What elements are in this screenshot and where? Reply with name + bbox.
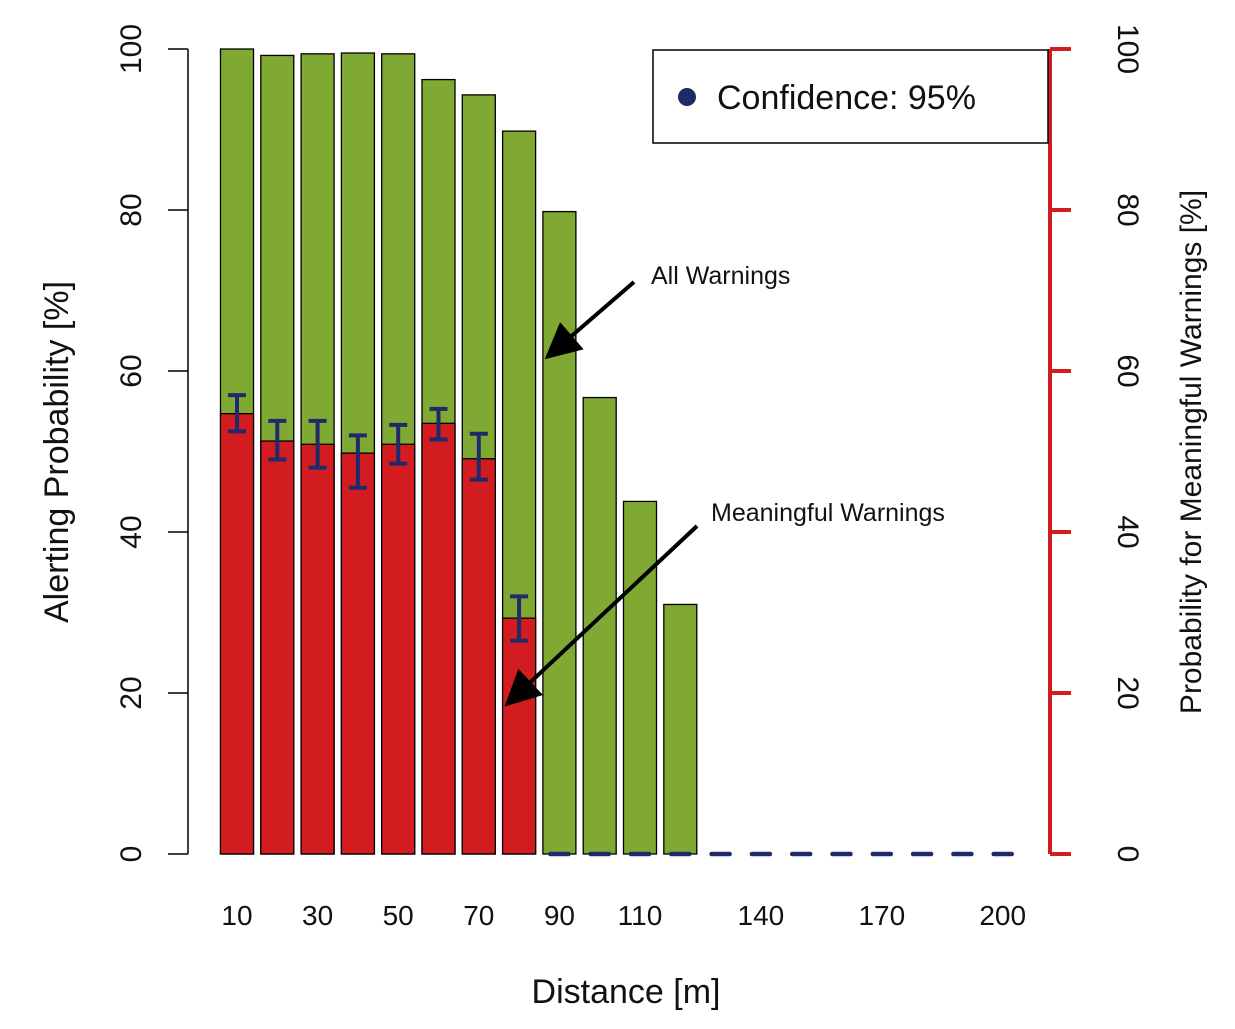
bar-meaningful-warnings-30	[300, 443, 335, 855]
bar-all-warnings-120	[663, 603, 698, 855]
x-tick-label-50: 50	[383, 900, 414, 931]
left-tick-label-0: 0	[115, 846, 148, 863]
legend: Confidence: 95%	[652, 49, 1049, 144]
right-tick-label-60: 60	[1111, 354, 1144, 387]
annotation-arrow-2	[504, 524, 699, 707]
annotation-arrow-1	[544, 280, 636, 360]
y-axis-label-left: Alerting Probability [%]	[38, 281, 76, 623]
legend-label: Confidence: 95%	[717, 79, 976, 117]
left-axis: 0 20 40 60 80 100	[115, 24, 189, 863]
left-tick-label-20: 20	[115, 676, 148, 709]
errorbar-80	[510, 594, 529, 643]
errorbar-70	[469, 431, 488, 482]
bar-meaningful-warnings-10	[219, 413, 255, 855]
left-tick-label-40: 40	[115, 515, 148, 548]
bar-meaningful-warnings-20	[260, 440, 295, 855]
bar-all-warnings-90	[542, 210, 577, 855]
bar-meaningful-warnings-60	[421, 422, 456, 855]
bar-meaningful-warnings-80	[501, 617, 537, 855]
x-tick-label-170: 170	[858, 900, 905, 931]
x-axis: 10 30 50 70 90 110 140 170 200	[221, 900, 1026, 931]
errorbar-50	[389, 422, 408, 466]
left-tick-label-80: 80	[115, 193, 148, 226]
right-tick-label-80: 80	[1111, 193, 1144, 226]
right-tick-label-40: 40	[1111, 515, 1144, 548]
annotation-2: Meaningful Warnings	[504, 499, 945, 707]
legend-box	[652, 49, 1049, 144]
annotations-layer: All Warnings Meaningful Warnings	[504, 262, 945, 707]
x-tick-label-30: 30	[302, 900, 333, 931]
bar-all-warnings-110	[622, 500, 658, 855]
right-tick-label-20: 20	[1111, 676, 1144, 709]
bars-layer	[219, 48, 698, 855]
x-tick-label-110: 110	[618, 900, 663, 931]
x-tick-label-140: 140	[738, 900, 785, 931]
legend-marker	[678, 88, 696, 106]
x-tick-label-200: 200	[979, 900, 1026, 931]
errorbar-20	[268, 418, 287, 462]
y-axis-label-right: Probability for Meaningful Warnings [%]	[1175, 190, 1208, 714]
annotation-label-1: All Warnings	[651, 262, 790, 290]
errorbar-30	[308, 418, 327, 470]
right-axis: 0 20 40 60 80 100	[1048, 24, 1144, 863]
left-tick-label-60: 60	[115, 354, 148, 387]
errorbar-10	[228, 393, 246, 434]
errorbars-layer	[228, 393, 1014, 857]
x-tick-label-10: 10	[221, 900, 252, 931]
annotation-1: All Warnings	[544, 262, 790, 360]
left-tick-label-100: 100	[115, 24, 148, 74]
x-axis-label: Distance [m]	[532, 973, 721, 1011]
errorbar-40	[348, 433, 367, 490]
bar-meaningful-warnings-70	[461, 458, 496, 855]
right-tick-label-100: 100	[1111, 24, 1144, 74]
bar-meaningful-warnings-50	[381, 443, 416, 855]
x-tick-label-90: 90	[544, 900, 575, 931]
annotation-label-2: Meaningful Warnings	[711, 499, 945, 527]
right-tick-label-0: 0	[1111, 846, 1144, 863]
bar-all-warnings-100	[582, 396, 617, 855]
bar-meaningful-warnings-40	[340, 452, 376, 855]
errorbar-60	[429, 406, 448, 442]
x-tick-label-70: 70	[463, 900, 494, 931]
